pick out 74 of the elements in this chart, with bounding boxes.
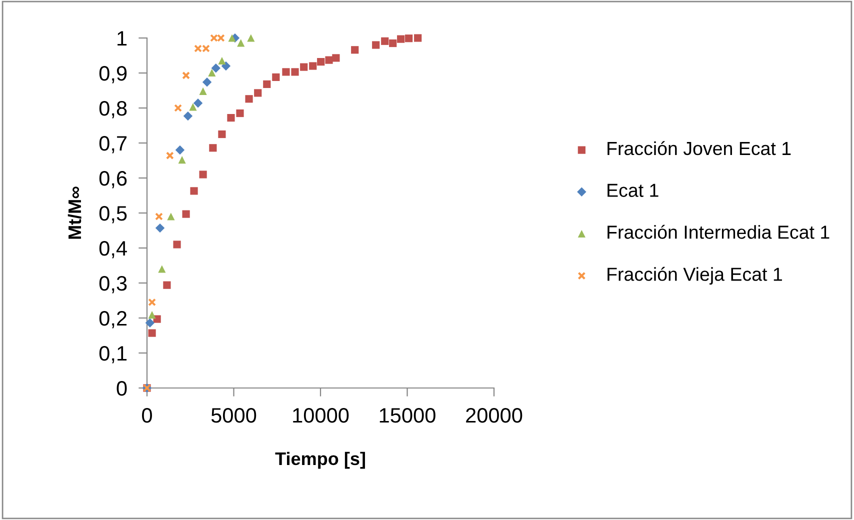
point: [173, 240, 181, 248]
y-tick-label: 0: [116, 381, 127, 396]
point: [381, 37, 389, 45]
point: [218, 130, 226, 138]
point: [332, 54, 340, 62]
point: [154, 212, 163, 220]
point: [163, 281, 171, 289]
point: [148, 298, 156, 306]
legend-label: Fracción Joven Ecat 1: [608, 141, 791, 156]
y-tick-label: 0,3: [99, 276, 127, 294]
x-tick-label: 5000: [211, 408, 256, 423]
point: [325, 56, 333, 64]
x-tick-label: 15000: [380, 408, 436, 423]
point: [166, 152, 174, 160]
point: [158, 265, 166, 273]
point: [414, 34, 422, 42]
point: [245, 95, 253, 103]
point: [175, 145, 185, 155]
point: [227, 114, 235, 122]
y-axis-title: Mt/M∞: [68, 186, 82, 239]
x-tick-label: 10000: [293, 408, 349, 423]
point: [282, 68, 290, 76]
point: [247, 34, 255, 42]
point: [397, 35, 405, 43]
point: [182, 71, 190, 80]
legend-label: Ecat 1: [608, 184, 658, 197]
legend-label: Fracción Intermedia Ecat 1: [608, 224, 830, 239]
point: [291, 68, 299, 76]
point: [272, 73, 280, 82]
x-tick-label: 20000: [466, 408, 522, 423]
point: [202, 77, 212, 87]
y-tick-label: 0,8: [99, 101, 127, 118]
point: [199, 170, 207, 178]
y-tick-label: 0,4: [99, 241, 127, 258]
point: [145, 318, 155, 328]
legend-label: Fracción Vieja Ecat 1: [608, 266, 782, 285]
point: [317, 58, 325, 66]
point: [148, 311, 156, 319]
point: [211, 63, 220, 73]
point: [236, 109, 244, 118]
point: [208, 68, 216, 76]
point: [372, 41, 380, 49]
y-tick-label: 0,1: [99, 346, 127, 364]
point: [389, 39, 397, 48]
point: [167, 212, 175, 220]
point: [155, 223, 165, 233]
point: [174, 104, 182, 112]
point: [190, 187, 198, 195]
point: [221, 61, 231, 71]
point: [254, 89, 262, 97]
point: [263, 80, 271, 88]
point: [189, 103, 197, 111]
point: [183, 111, 193, 121]
point: [178, 156, 186, 164]
point: [182, 210, 190, 218]
y-tick-label: 0,7: [99, 136, 127, 154]
point: [218, 56, 226, 65]
point: [209, 144, 217, 152]
x-tick-label: 0: [142, 408, 152, 423]
point: [300, 63, 308, 71]
point: [351, 46, 359, 54]
point: [405, 34, 413, 42]
point: [199, 87, 207, 96]
point: [148, 329, 156, 337]
y-tick-label: 1: [118, 31, 127, 46]
y-tick-label: 0,5: [99, 206, 127, 224]
point: [309, 62, 317, 70]
point: [228, 34, 236, 42]
point: [237, 39, 245, 47]
y-tick-label: 0,9: [99, 66, 127, 84]
point: [193, 98, 203, 108]
x-axis-title: Tiempo [s]: [275, 452, 365, 469]
y-tick-label: 0,2: [99, 311, 127, 328]
y-tick-label: 0,6: [99, 171, 127, 188]
